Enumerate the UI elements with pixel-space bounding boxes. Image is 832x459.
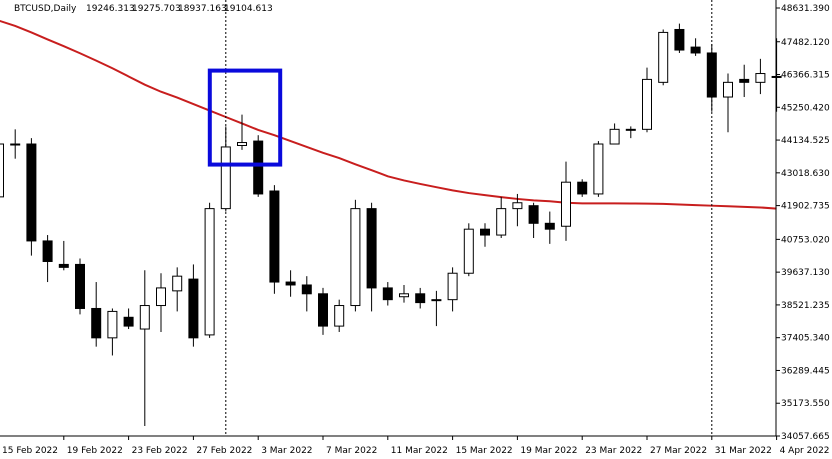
candle-body-45	[723, 81, 733, 98]
y-tick-label-7: 40753.020	[781, 235, 830, 245]
candle-body-14	[220, 146, 231, 210]
candle-body-0	[0, 143, 4, 198]
x-tick-label-7: 15 Mar 2022	[456, 446, 513, 456]
chart-header-close: 19104.613	[224, 4, 273, 14]
y-tick-label-11: 36289.445	[781, 366, 830, 376]
candle-body-47	[755, 73, 766, 83]
candle-body-28	[447, 272, 458, 301]
candle-body-24	[382, 287, 393, 301]
candle-body-18	[285, 281, 296, 286]
moving-average-layer	[0, 19, 777, 210]
candle-body-41	[658, 31, 669, 83]
candle-body-21	[334, 305, 345, 327]
candle-body-39	[625, 128, 636, 131]
x-tick-label-6: 11 Mar 2022	[391, 446, 448, 456]
candle-body-48	[771, 75, 782, 78]
candle-body-6	[91, 307, 102, 339]
candle-body-42	[674, 28, 685, 51]
candle-body-20	[318, 293, 328, 327]
y-tick-label-1: 47482.120	[781, 38, 830, 48]
candle-body-13	[204, 208, 215, 336]
x-tick-label-1: 19 Feb 2022	[67, 446, 123, 456]
candle-body-30	[480, 228, 490, 236]
x-tick-label-5: 7 Mar 2022	[326, 446, 377, 456]
y-tick-label-3: 45250.420	[781, 103, 830, 113]
x-tick-label-12: 4 Apr 2022	[780, 446, 830, 456]
candle-body-2	[26, 143, 37, 242]
candle-body-29	[463, 228, 474, 274]
highlight-box	[207, 68, 283, 167]
candle-body-25	[399, 293, 409, 298]
candle-body-7	[107, 310, 118, 339]
candle-body-16	[253, 140, 264, 195]
candles-layer	[0, 23, 782, 426]
chart-header-open: 19246.313	[86, 4, 135, 14]
candle-body-31	[496, 208, 507, 236]
x-tick-label-10: 27 Mar 2022	[650, 446, 707, 456]
candle-body-9	[139, 305, 150, 330]
y-tick-label-10: 37405.340	[781, 334, 830, 344]
candle-body-4	[58, 263, 69, 268]
candle-body-32	[512, 202, 523, 210]
candle-body-22	[350, 208, 361, 307]
candle-body-17	[269, 190, 280, 283]
candle-body-15	[237, 142, 247, 146]
y-tick-label-6: 41902.735	[781, 202, 830, 212]
highlight-box-layer	[207, 68, 283, 167]
candle-body-12	[188, 278, 199, 339]
candle-body-11	[172, 275, 183, 292]
y-tick-label-2: 46366.315	[781, 71, 830, 81]
x-tick-label-11: 31 Mar 2022	[715, 446, 772, 456]
candle-body-1	[10, 143, 21, 146]
candle-body-26	[415, 293, 426, 304]
x-tick-label-3: 27 Feb 2022	[196, 446, 252, 456]
y-tick-label-0: 48631.390	[781, 4, 830, 14]
candle-body-36	[577, 181, 588, 195]
chart-header-low: 18937.163	[178, 4, 227, 14]
x-tick-label-0: 15 Feb 2022	[2, 446, 58, 456]
x-tick-label-9: 23 Mar 2022	[585, 446, 642, 456]
candle-body-10	[156, 287, 166, 307]
x-tick-label-2: 23 Feb 2022	[132, 446, 188, 456]
y-tick-label-12: 35173.550	[781, 399, 830, 409]
chart-header-high: 19275.703	[132, 4, 181, 14]
candle-body-3	[42, 240, 53, 262]
y-tick-label-8: 39637.130	[781, 268, 830, 278]
moving-average-line	[0, 19, 777, 210]
y-tick-label-4: 44134.525	[781, 136, 830, 146]
candle-body-8	[123, 316, 134, 327]
x-tick-label-8: 19 Mar 2022	[520, 446, 577, 456]
candle-body-46	[739, 78, 750, 83]
candle-body-5	[75, 263, 85, 309]
y-tick-label-13: 34057.665	[781, 432, 830, 442]
y-tick-label-9: 38521.235	[781, 301, 830, 311]
candle-body-43	[690, 46, 701, 54]
candle-body-44	[706, 52, 717, 98]
candle-body-38	[609, 128, 620, 145]
x-tick-label-4: 3 Mar 2022	[261, 446, 312, 456]
candle-body-19	[301, 284, 312, 295]
candle-body-35	[561, 181, 571, 227]
vertical-markers-layer	[225, 0, 713, 436]
candle-body-23	[366, 208, 377, 289]
y-tick-label-5: 43018.630	[781, 169, 830, 179]
candle-body-33	[528, 205, 539, 224]
candle-body-40	[642, 78, 652, 130]
chart-header-symbol: BTCUSD,Daily	[14, 4, 77, 14]
candle-body-34	[544, 222, 555, 230]
candle-body-27	[431, 299, 442, 302]
candle-body-37	[593, 143, 604, 195]
